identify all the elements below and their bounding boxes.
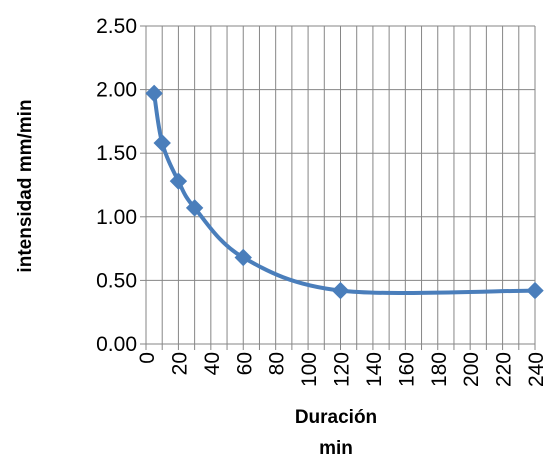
x-tick-label: 160 [395,352,418,387]
x-tick-label: 80 [266,352,289,375]
axes [140,25,536,350]
y-axis-title: intensidad mm/min [15,99,36,272]
y-tick-label: 2.50 [96,15,137,38]
x-axis-title-line2: min [319,438,353,459]
y-tick-label: 0.50 [96,269,137,292]
x-tick-label: 200 [460,352,483,387]
x-tick-label: 120 [331,352,354,387]
tick-labels: 0.00 0.50 1.00 1.50 2.00 2.50 0 20 40 60 80 100 120 1… [96,15,545,387]
x-tick-label: 60 [233,352,256,375]
x-axis-title-line1: Duración [295,407,377,428]
series [145,84,544,300]
x-tick-label: 0 [136,352,159,364]
x-tick-label: 20 [168,352,191,375]
data-point-marker [331,281,350,300]
y-tick-label: 1.00 [96,206,137,229]
data-point-marker [185,199,204,217]
data-point-marker [234,248,252,267]
data-point-marker [145,84,163,103]
y-tick-label: 1.50 [96,142,137,165]
data-point-marker [526,281,544,300]
x-tick-label: 220 [493,352,516,387]
x-tick-label: 180 [428,352,451,387]
x-tick-label: 140 [363,352,386,387]
x-tick-label: 40 [201,352,224,375]
y-tick-label: 2.00 [96,79,137,102]
data-point-marker [153,134,171,152]
x-tick-label: 240 [525,352,545,387]
y-tick-label: 0.00 [96,333,137,356]
data-point-marker [169,172,188,190]
x-tick-label: 100 [298,352,321,387]
